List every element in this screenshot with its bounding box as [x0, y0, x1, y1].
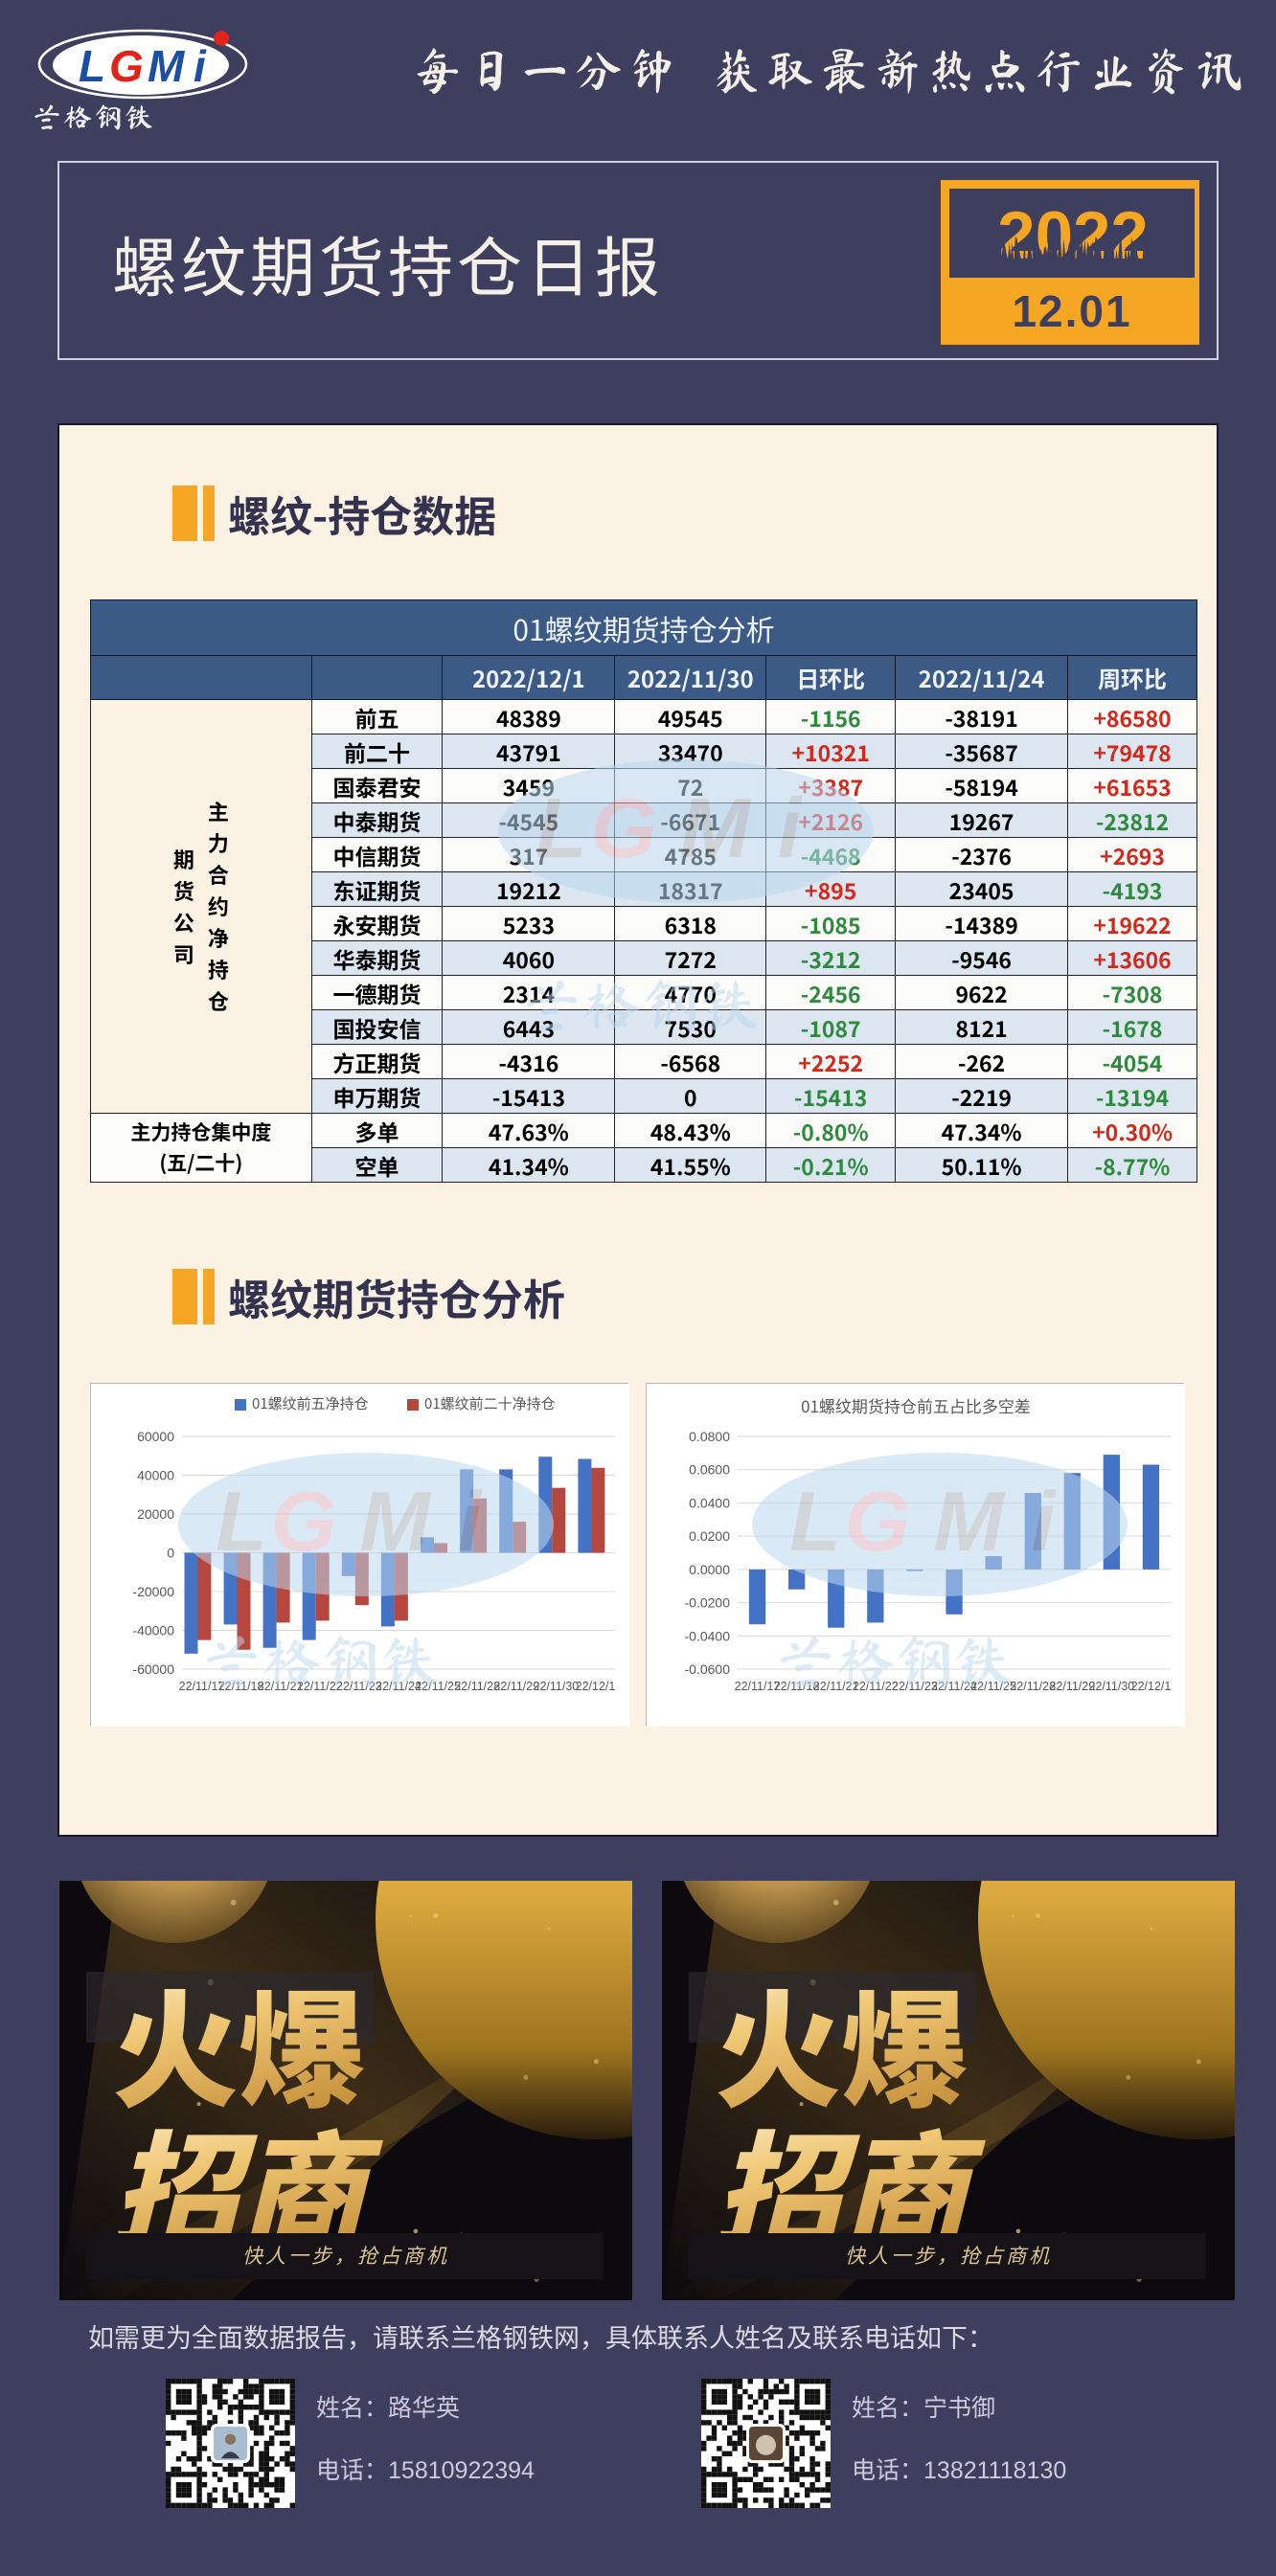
- svg-text:0.0800: 0.0800: [689, 1429, 730, 1444]
- svg-text:0.0200: 0.0200: [689, 1528, 730, 1544]
- svg-text:60000: 60000: [137, 1429, 174, 1444]
- svg-text:快人一步，抢占商机: 快人一步，抢占商机: [242, 2241, 449, 2270]
- svg-text:22/12/1: 22/12/1: [1131, 1680, 1172, 1693]
- svg-text:01螺纹前五净持仓: 01螺纹前五净持仓: [252, 1393, 369, 1413]
- svg-text:22/11/30: 22/11/30: [534, 1680, 580, 1693]
- svg-text:0: 0: [167, 1546, 174, 1561]
- svg-text:2022: 2022: [997, 198, 1149, 274]
- svg-text:i: i: [194, 41, 207, 91]
- svg-text:20000: 20000: [137, 1506, 174, 1522]
- svg-text:01螺纹期货持仓前五占比多空差: 01螺纹期货持仓前五占比多空差: [801, 1393, 1031, 1417]
- svg-text:快人一步，抢占商机: 快人一步，抢占商机: [845, 2241, 1052, 2270]
- svg-text:-40000: -40000: [132, 1623, 174, 1638]
- svg-text:0.0000: 0.0000: [689, 1562, 730, 1577]
- svg-text:-0.0200: -0.0200: [685, 1595, 731, 1611]
- svg-text:22/12/1: 22/12/1: [576, 1680, 616, 1693]
- svg-text:-20000: -20000: [132, 1584, 174, 1599]
- svg-text:40000: 40000: [137, 1468, 174, 1483]
- svg-text:-0.0400: -0.0400: [685, 1628, 731, 1643]
- svg-text:-60000: -60000: [132, 1661, 174, 1677]
- svg-text:01螺纹前二十净持仓: 01螺纹前二十净持仓: [424, 1393, 556, 1413]
- svg-text:0.0600: 0.0600: [689, 1462, 730, 1478]
- svg-text:L: L: [79, 41, 105, 91]
- svg-text:22/11/30: 22/11/30: [1089, 1680, 1135, 1693]
- svg-text:-0.0600: -0.0600: [685, 1661, 731, 1677]
- svg-text:G: G: [109, 41, 144, 91]
- svg-text:0.0400: 0.0400: [689, 1495, 730, 1510]
- svg-text:M: M: [148, 41, 186, 91]
